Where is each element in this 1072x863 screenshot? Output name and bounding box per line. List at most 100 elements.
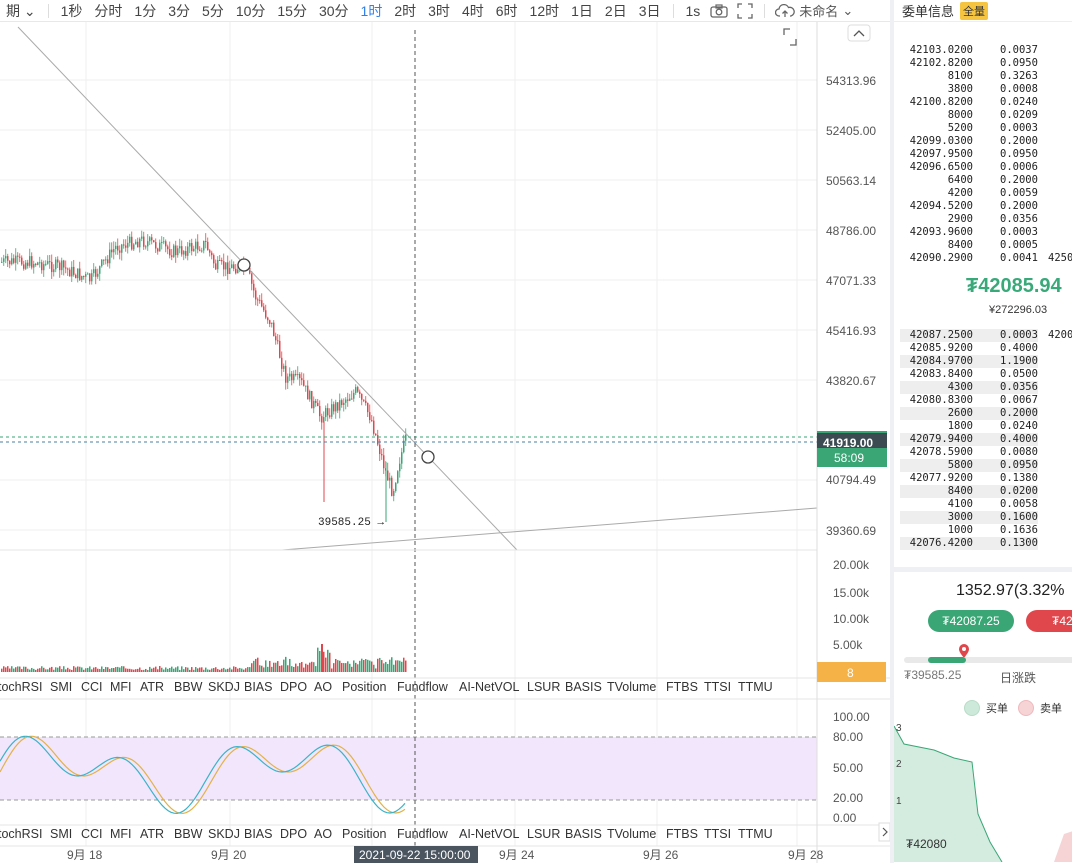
timeframe-11[interactable]: 4时 (461, 2, 484, 19)
indicator-tab-7[interactable]: BIAS (244, 680, 273, 694)
bids-row[interactable]: 8400 0.0200 (900, 485, 1072, 498)
asks-row[interactable]: 42100.8200 0.0240 (900, 96, 1072, 109)
indicator-tab-16[interactable]: FTBS (666, 827, 698, 841)
timeframe-16[interactable]: 3日 (638, 2, 661, 19)
indicator-tab-16[interactable]: FTBS (666, 680, 698, 694)
timeframe-4[interactable]: 5分 (202, 2, 224, 19)
indicator-tab-14[interactable]: BASIS (565, 827, 602, 841)
bids-row[interactable]: 1000 0.1636 (900, 524, 1072, 537)
bids-row[interactable]: 42084.9700 1.1900 (900, 355, 1072, 368)
asks-row[interactable]: 8400 0.0005 (900, 239, 1072, 252)
indicator-tab-6[interactable]: SKDJ (208, 680, 240, 694)
indicator-tab-3[interactable]: MFI (110, 680, 132, 694)
indicator-tab-9[interactable]: AO (314, 827, 332, 841)
bids-row[interactable]: 4300 0.0356 (900, 381, 1072, 394)
bids-row[interactable]: 3000 0.1600 (900, 511, 1072, 524)
timeframe-13[interactable]: 12时 (529, 2, 560, 19)
timeframe-5[interactable]: 10分 (235, 2, 266, 19)
timeframe-9[interactable]: 2时 (394, 2, 417, 19)
indicator-tab-5[interactable]: BBW (174, 680, 203, 694)
trendline-handle[interactable] (421, 450, 435, 464)
asks-row[interactable]: 5200 0.0003 (900, 122, 1072, 135)
asks-row[interactable]: 3800 0.0008 (900, 83, 1072, 96)
timeframe-14[interactable]: 1日 (571, 2, 593, 19)
timeframe-6[interactable]: 15分 (277, 2, 307, 19)
timeframe-15[interactable]: 2日 (604, 2, 627, 19)
asks-row[interactable]: 42097.9500 0.0950 (900, 148, 1072, 161)
indicator-tab-9[interactable]: AO (314, 680, 332, 694)
asks-row[interactable]: 2900 0.0356 (900, 213, 1072, 226)
indicator-tab-0[interactable]: tochRSI (0, 680, 42, 694)
indicator-tab-18[interactable]: TTMU (738, 680, 773, 694)
indicator-tab-10[interactable]: Position (342, 827, 387, 841)
indicator-tab-2[interactable]: CCI (81, 680, 103, 694)
timeframe-2[interactable]: 1分 (134, 2, 157, 19)
timeframe-8[interactable]: 1时 (360, 2, 383, 19)
best-bid-pill[interactable]: ₮42087.25 (928, 610, 1014, 632)
bids-row[interactable]: 42080.8300 0.0067 (900, 394, 1072, 407)
indicator-tab-1[interactable]: SMI (50, 827, 72, 841)
indicator-tab-10[interactable]: Position (342, 680, 387, 694)
asks-row[interactable]: 6400 0.2000 (900, 174, 1072, 187)
trendline-up[interactable] (281, 507, 818, 551)
bids-row[interactable]: 42083.8400 0.0500 (900, 368, 1072, 381)
expand-icon[interactable] (783, 28, 797, 46)
asks-row[interactable]: 42094.5200 0.2000 (900, 200, 1072, 213)
scroll-right-icon[interactable] (878, 822, 890, 842)
bids-row[interactable]: 42079.9400 0.4000 (900, 433, 1072, 446)
timeframe-1[interactable]: 分时 (94, 2, 123, 19)
asks-row[interactable]: 8000 0.0209 (900, 109, 1072, 122)
bids-row[interactable]: 42077.9200 0.1380 (900, 472, 1072, 485)
indicator-tab-2[interactable]: CCI (81, 827, 103, 841)
indicator-tab-4[interactable]: ATR (140, 827, 164, 841)
period-menu[interactable]: 期 ⌄ (6, 2, 36, 19)
fullscreen-icon[interactable] (732, 0, 758, 22)
indicator-tab-1[interactable]: SMI (50, 680, 72, 694)
indicator-tab-8[interactable]: DPO (280, 680, 307, 694)
best-ask-pill[interactable]: ₮4209 (1026, 610, 1072, 632)
refresh-interval-button[interactable]: 1s (685, 2, 701, 19)
indicator-tab-15[interactable]: TVolume (607, 827, 656, 841)
indicator-tab-17[interactable]: TTSI (704, 680, 731, 694)
bids-row[interactable]: 42085.9200 0.4000 (900, 342, 1072, 355)
asks-row[interactable]: 8100 0.3263 (900, 70, 1072, 83)
indicator-tab-11[interactable]: Fundflow (397, 680, 449, 694)
bids-row[interactable]: 5800 0.0950 (900, 459, 1072, 472)
asks-row[interactable]: 42099.0300 0.2000 (900, 135, 1072, 148)
asks-row[interactable]: 42093.9600 0.0003 (900, 226, 1072, 239)
indicator-tab-5[interactable]: BBW (174, 827, 203, 841)
trendline-down[interactable] (17, 26, 518, 551)
timeframe-7[interactable]: 30分 (318, 2, 349, 19)
indicator-tab-14[interactable]: BASIS (565, 680, 602, 694)
bids-row[interactable]: 2600 0.2000 (900, 407, 1072, 420)
timeframe-12[interactable]: 6时 (495, 2, 518, 19)
bids-row[interactable]: 1800 0.0240 (900, 420, 1072, 433)
bids-row[interactable]: 42087.2500 0.0003 4200 (900, 329, 1072, 342)
depth-mode-badge[interactable]: 全量 (960, 1, 989, 20)
layout-name-menu[interactable]: 未命名 ⌄ (771, 1, 857, 20)
indicator-tab-3[interactable]: MFI (110, 827, 132, 841)
trendline-handle[interactable] (237, 258, 251, 272)
indicator-tab-18[interactable]: TTMU (738, 827, 773, 841)
indicator-tab-11[interactable]: Fundflow (397, 827, 449, 841)
indicator-tab-13[interactable]: LSUR (527, 827, 560, 841)
indicator-tab-8[interactable]: DPO (280, 827, 307, 841)
indicator-tab-17[interactable]: TTSI (704, 827, 731, 841)
timeframe-10[interactable]: 3时 (428, 2, 450, 19)
asks-row[interactable]: 4200 0.0059 (900, 187, 1072, 200)
timeframe-0[interactable]: 1秒 (60, 2, 83, 19)
indicator-tab-4[interactable]: ATR (140, 680, 164, 694)
bids-row[interactable]: 42078.5900 0.0080 (900, 446, 1072, 459)
indicator-tab-0[interactable]: tochRSI (0, 827, 42, 841)
camera-icon[interactable] (706, 0, 732, 22)
price-chart[interactable]: 54313.96 52405.00 50563.14 48786.00 47071.33… (0, 22, 890, 863)
asks-row[interactable]: 42102.8200 0.0950 (900, 57, 1072, 70)
indicator-tab-7[interactable]: BIAS (244, 827, 273, 841)
timeframe-3[interactable]: 3分 (168, 2, 191, 19)
indicator-tab-6[interactable]: SKDJ (208, 827, 240, 841)
indicator-tab-15[interactable]: TVolume (607, 680, 656, 694)
indicator-tab-12[interactable]: AI-NetVOL (459, 827, 519, 841)
indicator-tab-13[interactable]: LSUR (527, 680, 560, 694)
bids-row[interactable]: 42076.4200 0.1300 (900, 537, 1072, 550)
indicator-tab-12[interactable]: AI-NetVOL (459, 680, 519, 694)
